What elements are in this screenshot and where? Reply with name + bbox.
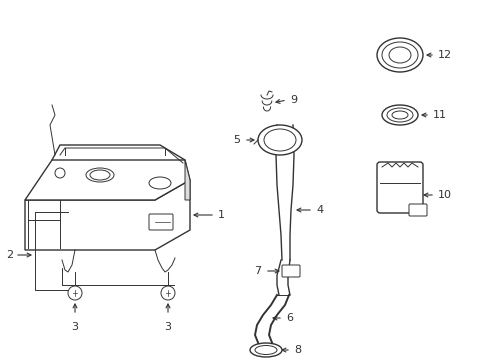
FancyBboxPatch shape bbox=[376, 162, 422, 213]
Text: 9: 9 bbox=[289, 95, 297, 105]
Ellipse shape bbox=[381, 105, 417, 125]
Text: 3: 3 bbox=[164, 322, 171, 332]
Text: 12: 12 bbox=[437, 50, 451, 60]
Ellipse shape bbox=[149, 177, 171, 189]
Text: 11: 11 bbox=[432, 110, 446, 120]
Text: 8: 8 bbox=[293, 345, 301, 355]
Text: 7: 7 bbox=[253, 266, 261, 276]
Text: 2: 2 bbox=[6, 250, 13, 260]
Ellipse shape bbox=[264, 129, 295, 151]
Text: 10: 10 bbox=[437, 190, 451, 200]
Ellipse shape bbox=[90, 170, 110, 180]
Ellipse shape bbox=[254, 346, 276, 355]
Circle shape bbox=[161, 286, 175, 300]
Text: 6: 6 bbox=[285, 313, 292, 323]
Text: 3: 3 bbox=[71, 322, 79, 332]
Polygon shape bbox=[25, 180, 190, 250]
Polygon shape bbox=[184, 160, 190, 200]
Ellipse shape bbox=[388, 47, 410, 63]
FancyBboxPatch shape bbox=[149, 214, 173, 230]
Text: 1: 1 bbox=[218, 210, 224, 220]
Text: 4: 4 bbox=[315, 205, 323, 215]
Ellipse shape bbox=[86, 168, 114, 182]
Ellipse shape bbox=[391, 111, 407, 119]
FancyBboxPatch shape bbox=[282, 265, 299, 277]
FancyBboxPatch shape bbox=[408, 204, 426, 216]
Ellipse shape bbox=[386, 108, 412, 122]
Ellipse shape bbox=[376, 38, 422, 72]
Text: 5: 5 bbox=[232, 135, 240, 145]
Ellipse shape bbox=[258, 125, 302, 155]
Ellipse shape bbox=[249, 343, 282, 357]
Circle shape bbox=[68, 286, 82, 300]
Polygon shape bbox=[25, 160, 190, 200]
Circle shape bbox=[55, 168, 65, 178]
Ellipse shape bbox=[381, 42, 417, 68]
